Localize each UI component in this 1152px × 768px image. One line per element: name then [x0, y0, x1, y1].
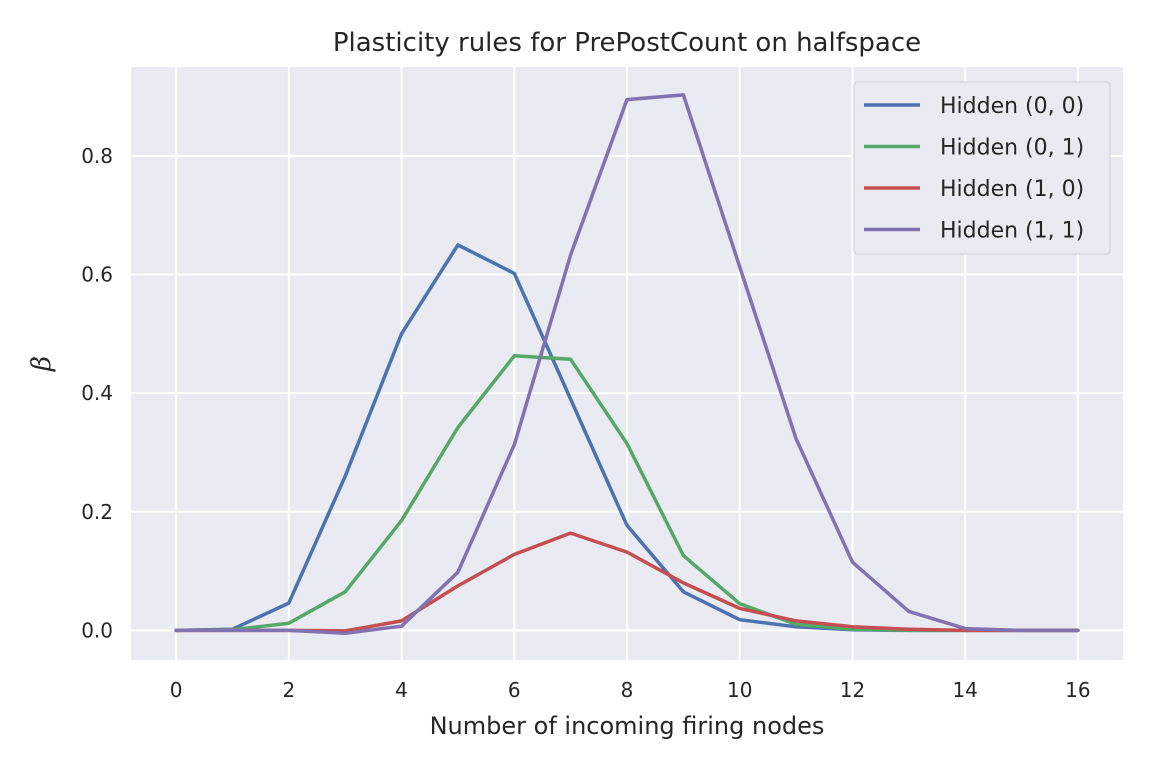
x-tick-label: 4: [395, 678, 408, 702]
y-axis-label: β: [27, 356, 57, 372]
x-tick-label: 6: [508, 678, 521, 702]
legend-box: [853, 81, 1111, 255]
x-axis-label: Number of incoming firing nodes: [430, 712, 825, 740]
x-tick-label: 8: [621, 678, 634, 702]
legend-label-3: Hidden (1, 1): [940, 219, 1084, 244]
y-tick-label: 0.8: [81, 144, 113, 168]
x-tick-label: 2: [282, 678, 295, 702]
x-tick-label: 14: [952, 678, 977, 702]
chart-title: Plasticity rules for PrePostCount on hal…: [333, 28, 921, 58]
y-tick-label: 0.4: [81, 381, 113, 405]
x-tick-label: 0: [170, 678, 183, 702]
x-tick-label: 16: [1065, 678, 1090, 702]
legend-label-1: Hidden (0, 1): [940, 136, 1084, 161]
tick-labels: 0 2 4 6 8 10 12 14 16 0.0 0.2 0.4 0.6 0.8: [81, 144, 1090, 702]
legend-label-2: Hidden (1, 0): [940, 177, 1084, 202]
legend-label-0: Hidden (0, 0): [940, 94, 1084, 119]
series-line-3: [174, 93, 1080, 636]
x-tick-label: 12: [840, 678, 865, 702]
series-lines: [174, 93, 1080, 636]
y-tick-label: 0.0: [81, 618, 113, 642]
y-tick-label: 0.2: [81, 500, 113, 524]
y-tick-label: 0.6: [81, 263, 113, 287]
legend: Hidden (0, 0) Hidden (0, 1) Hidden (1, 0) H…: [853, 81, 1111, 255]
x-tick-label: 10: [727, 678, 752, 702]
